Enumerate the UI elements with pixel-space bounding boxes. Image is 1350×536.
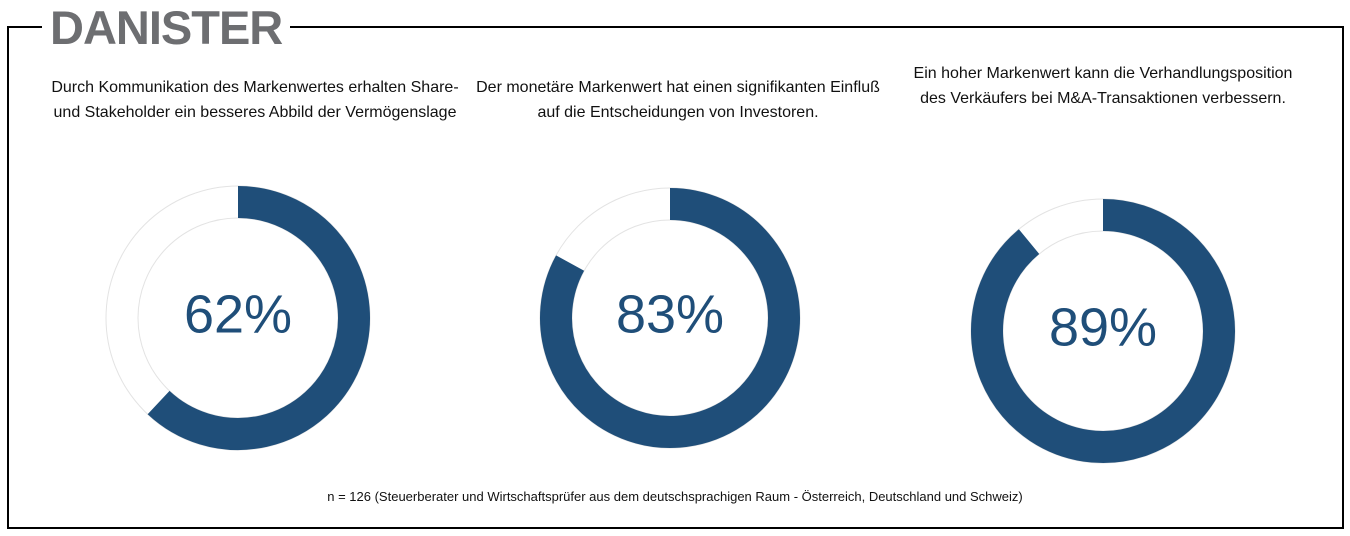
chart-title: Der monetäre Markenwert hat einen signif… xyxy=(476,79,880,121)
footnote: n = 126 (Steuerberater und Wirtschaftspr… xyxy=(327,489,1023,504)
chart-title: Ein hoher Markenwert kann die Verhandlun… xyxy=(913,65,1293,107)
donut-segment xyxy=(147,186,370,450)
value-label: 83% xyxy=(616,284,724,344)
donut-segment xyxy=(971,199,1235,463)
frame xyxy=(7,26,1344,529)
chart-title: Durch Kommunikation des Markenwertes erh… xyxy=(51,79,459,121)
donut-segment xyxy=(540,188,800,448)
logo: DANISTER xyxy=(42,0,291,55)
value-label: 62% xyxy=(184,284,292,344)
value-label: 89% xyxy=(1049,297,1157,357)
